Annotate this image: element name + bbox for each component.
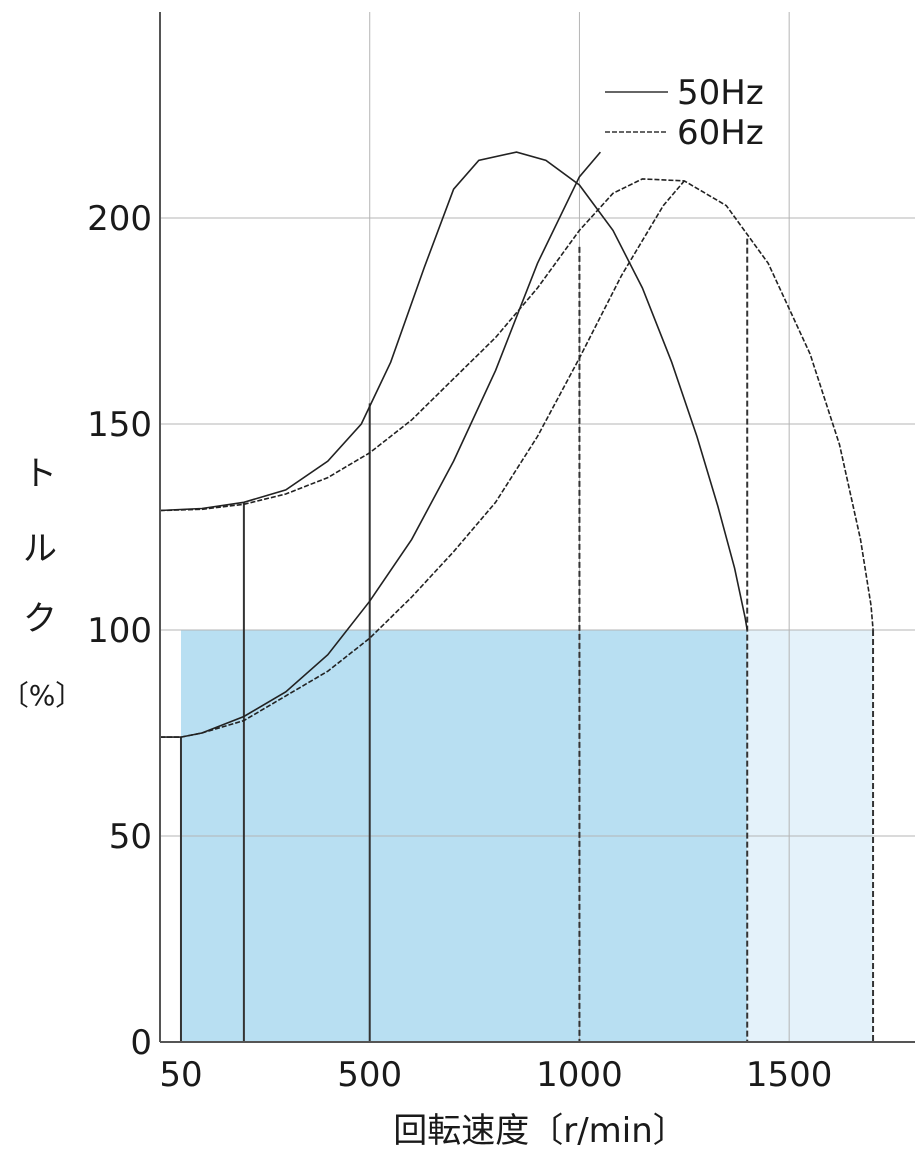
- drop-lines: [179, 238, 875, 1042]
- x-axis-label: 回転速度〔r/min〕: [393, 1111, 687, 1151]
- y-axis-label-char: ク: [23, 599, 57, 639]
- y-axis-label: トルク〔%〕: [1, 454, 84, 712]
- x-tick-labels: 50 500 1000 1500: [159, 1055, 832, 1095]
- y-tick-label: 0: [130, 1023, 152, 1063]
- series-line-50Hz: [159, 151, 748, 631]
- axes: [159, 12, 915, 1043]
- y-tick-labels: 0 50 100 150 200: [87, 199, 152, 1063]
- x-tick-label: 500: [337, 1055, 402, 1095]
- y-tick-label: 50: [109, 817, 152, 857]
- legend-label: 60Hz: [677, 113, 764, 153]
- x-tick-label: 1500: [746, 1055, 833, 1095]
- y-axis-label-unit: 〔%〕: [1, 679, 84, 712]
- y-tick-label: 150: [87, 405, 152, 445]
- legend-label: 50Hz: [677, 73, 764, 113]
- x-tick-label: 1000: [536, 1055, 623, 1095]
- torque-curves: [159, 151, 874, 738]
- x-tick-label: 50: [159, 1055, 202, 1095]
- y-tick-label: 200: [87, 199, 152, 239]
- y-axis-label-char: ル: [23, 529, 57, 569]
- y-axis-label-char: ト: [23, 454, 57, 494]
- series-line-60Hz: [160, 180, 685, 738]
- y-tick-label: 100: [87, 611, 152, 651]
- series-line-60Hz: [159, 178, 874, 631]
